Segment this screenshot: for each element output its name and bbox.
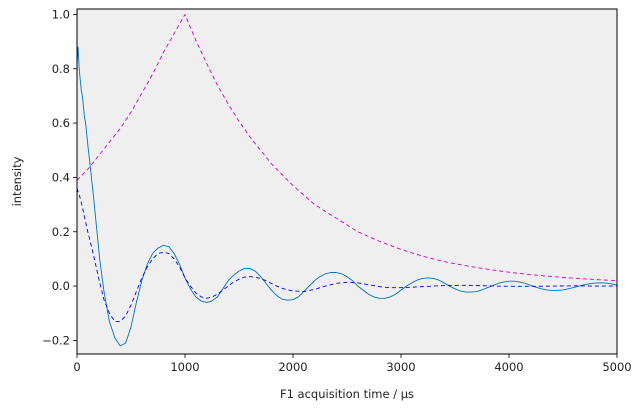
series-layer (76, 13, 618, 347)
x-axis-ticks: 0 1000 2000 3000 4000 5000 (73, 354, 632, 374)
y-tick-label: −0.2 (42, 333, 70, 347)
plot-frame (76, 8, 618, 355)
x-tick-label: 4000 (494, 360, 523, 374)
x-tick-label: 1000 (170, 360, 199, 374)
x-tick-label: 3000 (386, 360, 415, 374)
y-tick-label: 0.2 (52, 225, 70, 239)
x-tick-label: 0 (73, 360, 80, 374)
series-line-1 (76, 46, 618, 347)
y-axis-ticks: −0.2 0.0 0.2 0.4 0.6 0.8 1.0 (42, 7, 77, 347)
x-tick-label: 5000 (602, 360, 631, 374)
y-tick-label: 1.0 (52, 7, 70, 21)
y-tick-label: 0.4 (52, 170, 70, 184)
y-tick-label: 0.8 (52, 62, 70, 76)
series-line-2 (76, 188, 617, 322)
y-axis-label: intensity (10, 156, 24, 206)
y-tick-label: 0.6 (52, 116, 70, 130)
x-axis-label: F1 acquisition time / µs (280, 387, 414, 401)
plot-background (77, 9, 617, 354)
x-tick-label: 2000 (278, 360, 307, 374)
y-tick-label: 0.0 (52, 279, 70, 293)
